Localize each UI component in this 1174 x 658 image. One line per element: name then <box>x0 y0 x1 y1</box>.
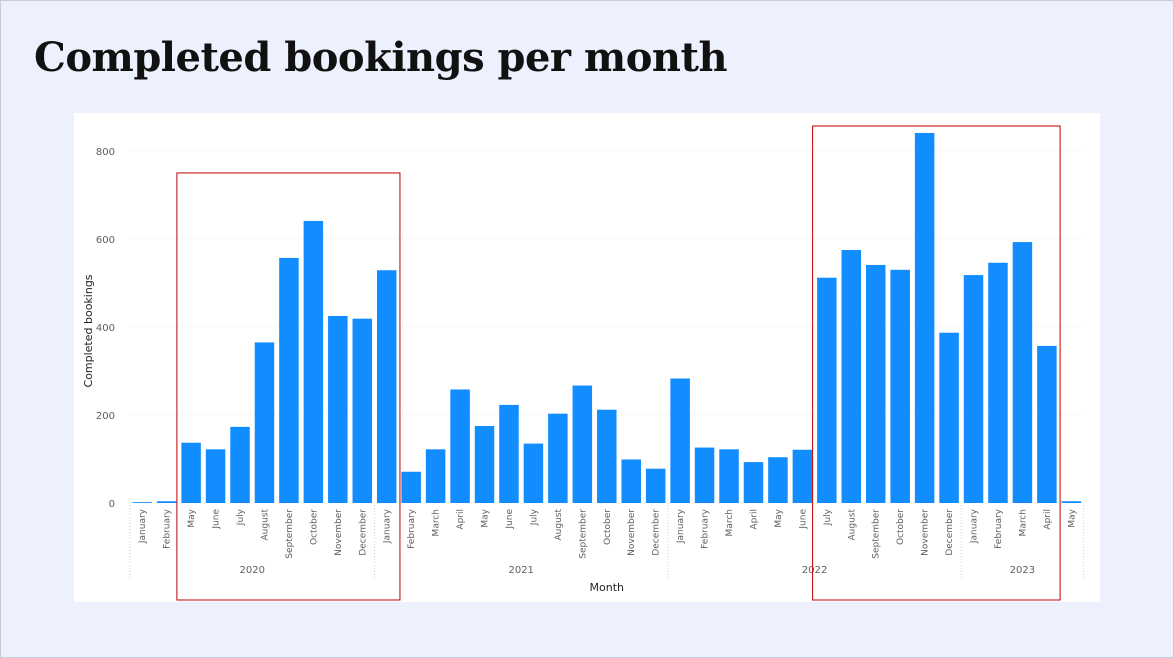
bar <box>450 389 470 503</box>
x-tick-label: July <box>236 508 246 526</box>
x-tick-label: November <box>921 509 931 556</box>
bar <box>817 277 837 503</box>
bar <box>523 443 544 503</box>
bar <box>132 502 152 503</box>
x-tick-label: June <box>212 509 222 530</box>
bar <box>768 457 788 503</box>
bar <box>401 471 421 503</box>
x-tick-label: July <box>823 508 833 526</box>
x-tick-label: April <box>456 509 466 530</box>
year-label: 2020 <box>240 565 265 576</box>
chart-panel: 0 200 400 600 800 Completed bookings January Fe… <box>74 113 1100 602</box>
year-label: 2023 <box>1010 565 1035 576</box>
bar <box>792 449 813 503</box>
x-tick-label: December <box>358 509 368 556</box>
bar <box>865 264 886 503</box>
bar <box>230 426 250 503</box>
x-tick-label: September <box>285 509 295 559</box>
bar <box>548 413 568 503</box>
bar <box>1012 242 1033 503</box>
bar <box>181 442 201 503</box>
y-tick-label: 200 <box>96 411 115 422</box>
bar <box>670 378 690 503</box>
bar <box>279 257 299 503</box>
y-axis-title: Completed bookings <box>82 274 95 387</box>
bar-chart: 0 200 400 600 800 Completed bookings January Fe… <box>82 125 1085 601</box>
bar <box>719 449 739 503</box>
bar <box>841 250 862 503</box>
y-tick-label: 600 <box>96 235 115 246</box>
x-tick-label: August <box>847 509 857 541</box>
x-tick-label: February <box>407 508 417 549</box>
bar <box>328 316 348 503</box>
x-tick-label: May <box>774 508 784 527</box>
x-tick-label: March <box>725 509 735 536</box>
bar <box>474 426 495 503</box>
x-tick-label: May <box>1067 508 1077 527</box>
bar <box>303 220 324 503</box>
x-axis-title: Month <box>590 581 625 594</box>
x-tick-label: March <box>432 509 442 536</box>
bar <box>205 449 226 503</box>
x-tick-label: May <box>481 508 491 527</box>
bar <box>743 462 764 503</box>
x-tick-label: September <box>578 509 588 559</box>
bar <box>914 132 935 503</box>
x-tick-label: February <box>701 508 711 549</box>
x-tick-label: December <box>945 509 955 556</box>
y-tick-label: 400 <box>96 323 115 334</box>
bar <box>254 342 275 503</box>
highlight-box <box>812 125 1061 601</box>
x-tick-label: January <box>383 508 393 544</box>
bar <box>963 275 984 503</box>
x-tick-label: July <box>529 508 539 526</box>
bar <box>621 459 641 503</box>
x-tick-label: August <box>260 509 270 541</box>
x-tick-label: June <box>798 509 808 530</box>
bar <box>156 501 177 503</box>
bar <box>988 262 1008 503</box>
bar <box>376 270 397 503</box>
bar <box>1061 501 1082 503</box>
bar <box>645 468 666 503</box>
bar <box>694 447 715 503</box>
x-tick-label: August <box>554 509 564 541</box>
highlight-box <box>176 172 401 601</box>
x-tick-label: June <box>505 509 515 530</box>
y-tick-label: 0 <box>109 499 115 510</box>
year-label: 2021 <box>508 565 533 576</box>
x-tick-label: February <box>163 508 173 549</box>
x-tick-label: May <box>187 508 197 527</box>
x-tick-label: January <box>676 508 686 544</box>
x-tick-label: January <box>970 508 980 544</box>
bar <box>425 449 446 503</box>
x-tick-label: September <box>872 509 882 559</box>
x-tick-label: March <box>1018 509 1028 536</box>
x-tick-label: April <box>1043 509 1053 530</box>
bar <box>499 404 519 503</box>
y-tick-label: 800 <box>96 147 115 158</box>
x-tick-label: April <box>749 509 759 530</box>
bar <box>1037 345 1057 503</box>
bar <box>352 318 373 503</box>
bar <box>890 269 910 503</box>
x-tick-label: January <box>138 508 148 544</box>
year-label: 2022 <box>802 565 827 576</box>
x-tick-label: February <box>994 508 1004 549</box>
x-tick-label: November <box>334 509 344 556</box>
x-tick-label: November <box>627 509 637 556</box>
x-tick-label: December <box>652 509 662 556</box>
bar <box>572 385 593 503</box>
x-tick-label: October <box>896 509 906 545</box>
x-tick-label: October <box>603 509 613 545</box>
bar <box>939 332 959 503</box>
bar <box>597 409 617 503</box>
x-tick-label: October <box>309 509 319 545</box>
page-title: Completed bookings per month <box>34 34 728 81</box>
